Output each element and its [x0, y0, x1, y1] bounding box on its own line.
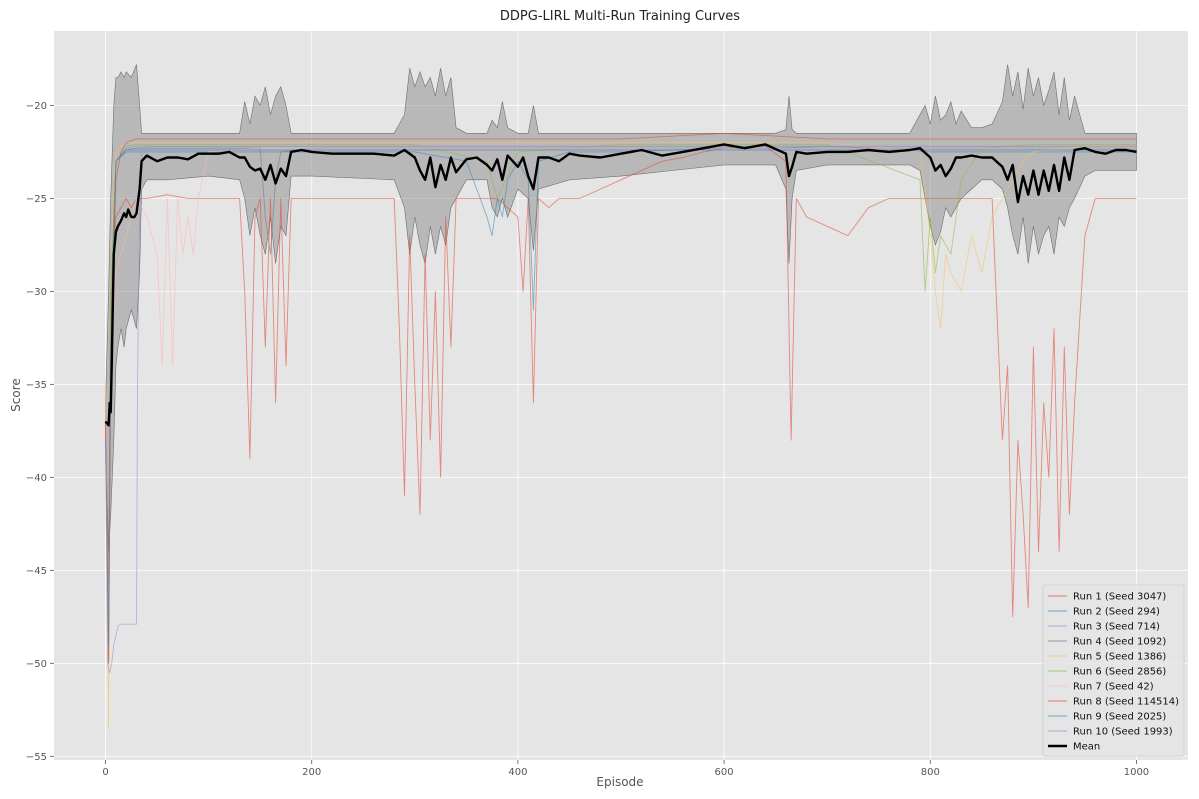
x-tick-label: 600	[715, 767, 734, 778]
x-tick-label: 400	[508, 767, 527, 778]
series-line-run-2	[105, 145, 1137, 664]
legend-entry: Mean	[1073, 742, 1100, 753]
x-axis-ticks: 0 200 400 600 800 1000	[102, 760, 1149, 778]
series-layer	[104, 132, 1137, 729]
legend-entry: Run 3 (Seed 714)	[1073, 622, 1160, 633]
series-line-run-10	[105, 145, 1137, 674]
legend-entry: Run 1 (Seed 3047)	[1073, 592, 1166, 603]
series-line-run-7	[105, 147, 1137, 646]
x-tick-label: 200	[302, 767, 321, 778]
legend-entry: Run 8 (Seed 114514)	[1073, 697, 1179, 708]
y-axis-label: Score	[9, 378, 23, 412]
legend-entry: Run 9 (Seed 2025)	[1073, 712, 1166, 723]
legend: Run 1 (Seed 3047) Run 2 (Seed 294) Run 3 (…	[1042, 584, 1185, 757]
y-tick-label: −25	[26, 194, 47, 205]
x-tick-label: 800	[921, 767, 940, 778]
legend-entry: Run 2 (Seed 294)	[1073, 607, 1160, 618]
y-tick-label: −45	[26, 566, 47, 577]
x-tick-label: 1000	[1124, 767, 1149, 778]
legend-entry: Run 4 (Seed 1092)	[1073, 637, 1166, 648]
legend-box	[1042, 584, 1185, 757]
y-tick-label: −50	[26, 659, 47, 670]
legend-entry: Run 5 (Seed 1386)	[1073, 652, 1166, 663]
legend-entry: Run 10 (Seed 1993)	[1073, 727, 1173, 738]
y-tick-label: −20	[26, 101, 47, 112]
legend-entry: Run 6 (Seed 2856)	[1073, 667, 1166, 678]
y-tick-label: −40	[26, 473, 47, 484]
mean-series-line	[104, 143, 1137, 427]
y-tick-label: −55	[26, 752, 47, 763]
x-tick-label: 0	[102, 767, 108, 778]
series-line-run-8	[105, 132, 1137, 664]
series-line-run-1	[105, 145, 1137, 618]
legend-entry: Run 7 (Seed 42)	[1073, 682, 1154, 693]
y-tick-label: −35	[26, 380, 47, 391]
std-band	[105, 64, 1137, 552]
x-axis-label: Episode	[596, 775, 643, 789]
y-axis-ticks: −55 −50 −45 −40 −35 −30 −25 −20	[26, 101, 54, 763]
y-tick-label: −30	[26, 287, 47, 298]
chart-title: DDPG-LIRL Multi-Run Training Curves	[500, 9, 740, 24]
std-band-layer	[105, 64, 1137, 552]
